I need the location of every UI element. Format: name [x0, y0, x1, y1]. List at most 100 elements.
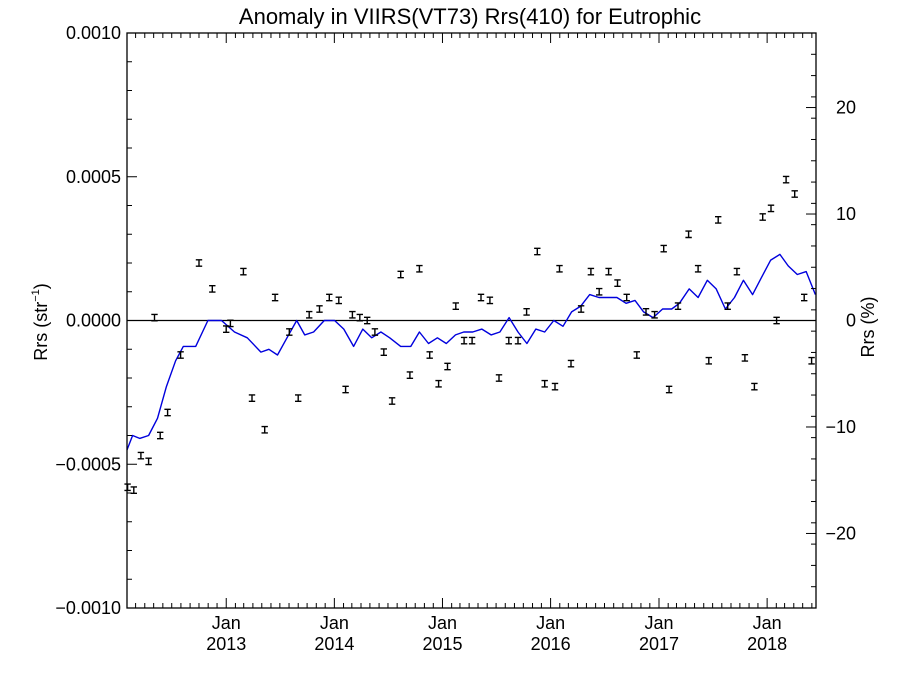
left-tick-label: 0.0000: [66, 311, 121, 331]
data-point-64: [715, 216, 722, 224]
data-point-60: [674, 302, 682, 310]
data-point-48: [567, 359, 575, 368]
data-point-23: [349, 310, 356, 319]
data-point-35: [452, 302, 459, 310]
data-point-59: [665, 385, 673, 394]
data-point-47: [556, 264, 563, 273]
left-tick-label: −0.0010: [55, 598, 121, 618]
right-tick-label: 20: [836, 98, 856, 118]
x-tick-year-label: 2013: [206, 634, 246, 654]
data-point-2: [137, 451, 145, 460]
data-point-67: [741, 354, 749, 362]
data-point-44: [534, 247, 541, 256]
x-tick-month-label: Jan: [753, 613, 782, 633]
left-axis-label-main: Rrs (str: [31, 302, 51, 361]
data-point-12: [240, 267, 247, 276]
x-tick-year-label: 2015: [422, 634, 462, 654]
data-point-42: [514, 336, 522, 345]
data-point-74: [801, 293, 808, 302]
data-point-40: [495, 374, 503, 382]
data-point-46: [551, 382, 559, 391]
data-point-22: [342, 385, 349, 394]
data-point-5: [157, 431, 164, 440]
data-point-70: [767, 204, 775, 213]
data-point-26: [371, 328, 379, 336]
data-point-66: [733, 267, 741, 276]
left-axis-label-superscript: −1: [30, 289, 42, 302]
data-point-61: [685, 230, 692, 239]
data-point-36: [460, 336, 468, 345]
x-tick-month-label: Jan: [212, 613, 241, 633]
x-tick-month-label: Jan: [428, 613, 457, 633]
data-point-4: [151, 313, 158, 322]
data-point-21: [335, 296, 342, 305]
data-point-65: [724, 302, 731, 310]
data-point-16: [286, 328, 293, 336]
data-point-33: [435, 379, 442, 388]
x-tick-month-label: Jan: [320, 613, 349, 633]
data-point-49: [577, 305, 585, 313]
data-point-41: [505, 336, 512, 345]
data-point-27: [380, 348, 387, 356]
data-point-68: [751, 382, 758, 391]
data-point-39: [486, 296, 494, 305]
right-tick-label: 10: [836, 204, 856, 224]
data-point-24: [356, 313, 363, 322]
data-point-58: [660, 244, 667, 253]
data-point-31: [416, 264, 423, 273]
data-point-72: [782, 175, 790, 184]
data-point-52: [605, 267, 612, 276]
data-point-32: [426, 351, 433, 359]
anomaly-line: [126, 253, 817, 451]
left-axis-label-close: ): [31, 283, 51, 289]
data-point-30: [406, 371, 414, 379]
data-point-9: [209, 285, 216, 293]
data-point-56: [642, 308, 650, 316]
left-tick-label: 0.0010: [66, 23, 121, 43]
data-point-37: [468, 336, 476, 345]
data-point-43: [523, 308, 530, 316]
x-tick-year-label: 2014: [314, 634, 354, 654]
data-point-29: [397, 270, 404, 279]
right-tick-label: −10: [825, 417, 856, 437]
data-point-7: [177, 351, 184, 359]
svg-text:Rrs (str−1): Rrs (str−1): [30, 283, 51, 361]
data-point-63: [705, 356, 712, 365]
left-axis-label: Rrs (str−1): [30, 283, 51, 361]
data-point-62: [694, 264, 702, 273]
data-point-19: [316, 305, 323, 313]
data-point-38: [477, 293, 485, 302]
data-point-3: [145, 457, 152, 466]
data-point-17: [295, 394, 302, 402]
data-point-75: [808, 356, 815, 365]
data-point-14: [261, 425, 268, 434]
data-point-45: [541, 379, 548, 388]
data-point-34: [444, 362, 451, 371]
data-point-55: [633, 351, 640, 359]
data-point-18: [306, 310, 313, 319]
data-point-71: [773, 316, 780, 325]
x-tick-year-label: 2016: [531, 634, 571, 654]
svg-text:Rrs (%): Rrs (%): [858, 297, 878, 358]
data-point-13: [248, 394, 256, 402]
data-point-25: [364, 316, 371, 325]
left-tick-label: −0.0005: [55, 454, 121, 474]
data-point-6: [164, 408, 171, 417]
x-tick-month-label: Jan: [536, 613, 565, 633]
data-point-73: [791, 190, 798, 198]
data-point-28: [388, 397, 396, 405]
x-tick-year-label: 2018: [747, 634, 787, 654]
data-point-8: [195, 259, 203, 267]
right-tick-label: 0: [846, 311, 856, 331]
data-point-15: [271, 293, 279, 302]
data-point-11: [227, 319, 234, 328]
data-point-57: [651, 310, 658, 319]
data-point-54: [623, 293, 630, 302]
data-point-50: [587, 267, 595, 276]
left-tick-label: 0.0005: [66, 167, 121, 187]
data-point-20: [326, 293, 333, 302]
data-point-69: [759, 213, 766, 221]
right-axis-label: Rrs (%): [858, 297, 878, 358]
